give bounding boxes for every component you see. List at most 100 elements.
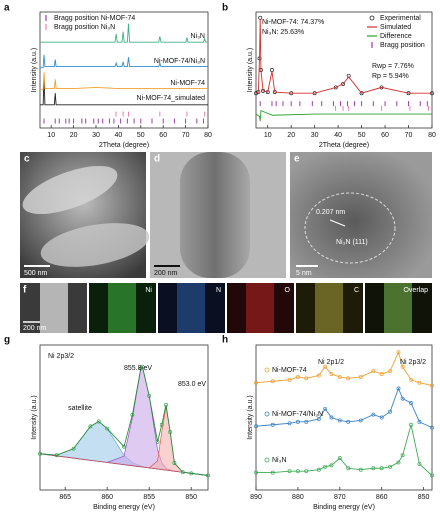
image-label: 0.207 nm bbox=[316, 209, 345, 216]
channel-label: O bbox=[285, 287, 291, 294]
series-line bbox=[256, 424, 433, 476]
data-point bbox=[388, 464, 393, 469]
legend-label: Experimental bbox=[380, 15, 421, 22]
scale-label: 200 nm bbox=[154, 270, 178, 277]
channel-label: N bbox=[216, 287, 221, 294]
legend-marker bbox=[264, 457, 270, 463]
data-point bbox=[287, 421, 292, 426]
data-point bbox=[270, 422, 275, 427]
series-line bbox=[255, 350, 433, 387]
series-line bbox=[40, 54, 208, 69]
x-tick-label: 870 bbox=[334, 494, 346, 501]
data-point bbox=[346, 376, 351, 381]
scale-label: 500 nm bbox=[24, 270, 48, 277]
legend-marker bbox=[264, 367, 270, 373]
channel-label: C bbox=[354, 287, 359, 294]
x-tick-label: 40 bbox=[115, 132, 123, 139]
data-point bbox=[358, 374, 363, 379]
data-point bbox=[358, 467, 363, 472]
data-point bbox=[96, 419, 101, 424]
annotation: Rp = 5.94% bbox=[372, 73, 409, 80]
data-point bbox=[323, 464, 328, 469]
series-line bbox=[40, 72, 208, 91]
panel-letter: e bbox=[294, 154, 300, 165]
series-label: Ni-MOF-74/Ni₃N bbox=[272, 411, 323, 418]
legend-label: Bragg position Ni-MOF-74 bbox=[54, 15, 135, 22]
x-tick-label: 50 bbox=[137, 132, 145, 139]
series-label: Ni-MOF-74 bbox=[272, 367, 307, 374]
series-label: Ni-MOF-74/Ni₃N bbox=[154, 58, 205, 65]
x-tick-label: 860 bbox=[101, 494, 113, 501]
data-point bbox=[295, 419, 300, 424]
x-tick-label: 60 bbox=[381, 132, 389, 139]
channel-label: Overlap bbox=[403, 287, 428, 294]
data-point bbox=[337, 456, 342, 461]
data-point bbox=[254, 380, 258, 385]
legend-marker bbox=[369, 15, 375, 21]
data-point bbox=[371, 412, 376, 417]
data-point bbox=[396, 350, 401, 355]
data-point bbox=[409, 401, 413, 405]
series-label: Ni-MOF-74 bbox=[170, 80, 205, 87]
channel-label: Ni bbox=[145, 287, 152, 294]
x-tick-label: 80 bbox=[204, 132, 212, 139]
data-point bbox=[105, 426, 110, 431]
data-point bbox=[295, 374, 300, 379]
x-tick-label: 10 bbox=[47, 132, 55, 139]
data-point bbox=[329, 463, 334, 468]
panel-letter: f bbox=[23, 285, 27, 296]
map-signal bbox=[384, 283, 412, 333]
annotation: Ni 2p3/2 bbox=[48, 353, 74, 360]
x-tick-label: 50 bbox=[358, 132, 366, 139]
panel-letter: b bbox=[222, 3, 228, 14]
x-axis-title: 2Theta (degree) bbox=[319, 142, 369, 149]
scale-label: 200 nm bbox=[23, 325, 47, 332]
x-tick-label: 850 bbox=[185, 494, 197, 501]
hrtem-image bbox=[290, 152, 432, 278]
series-line bbox=[40, 76, 208, 106]
data-point bbox=[316, 467, 321, 472]
series-label: Ni₃N bbox=[272, 457, 287, 464]
x-tick-label: 20 bbox=[287, 132, 295, 139]
arrow bbox=[329, 219, 346, 227]
data-point bbox=[323, 406, 328, 411]
x-tick-label: 890 bbox=[250, 494, 262, 501]
map-signal bbox=[246, 283, 274, 333]
legend-label: Bragg position bbox=[380, 42, 425, 49]
data-point bbox=[337, 374, 342, 379]
data-point bbox=[71, 446, 76, 451]
map-signal bbox=[315, 283, 343, 333]
x-tick-label: 80 bbox=[428, 132, 436, 139]
data-point bbox=[371, 466, 376, 471]
data-point bbox=[304, 469, 309, 474]
data-point bbox=[346, 419, 351, 424]
data-point bbox=[400, 396, 405, 401]
series-line bbox=[255, 387, 433, 429]
data-point bbox=[346, 466, 351, 471]
data-point bbox=[341, 81, 346, 86]
plot-frame bbox=[39, 344, 209, 491]
plot-frame bbox=[255, 11, 433, 129]
panel-letter: d bbox=[154, 154, 160, 165]
data-point bbox=[316, 417, 321, 421]
annotation: Ni₃N: 25.63% bbox=[262, 29, 304, 36]
image-label: Ni₃N (111) bbox=[336, 239, 368, 246]
map-signal bbox=[177, 283, 205, 333]
x-tick-label: 10 bbox=[264, 132, 272, 139]
data-point bbox=[417, 380, 422, 385]
particle bbox=[40, 223, 150, 267]
map-signal bbox=[108, 283, 136, 333]
x-tick-label: 70 bbox=[182, 132, 190, 139]
legend-label: Simulated bbox=[380, 24, 411, 31]
x-tick-label: 70 bbox=[405, 132, 413, 139]
data-point bbox=[270, 470, 275, 475]
legend-label: Difference bbox=[380, 33, 412, 40]
x-tick-label: 20 bbox=[70, 132, 78, 139]
data-point bbox=[396, 386, 401, 391]
series-label: 855.8 eV bbox=[124, 365, 152, 372]
series-label: 853.0 eV bbox=[178, 381, 206, 388]
x-tick-label: 850 bbox=[418, 494, 430, 501]
data-point bbox=[430, 425, 434, 430]
y-axis-title: Intensity (a.u.) bbox=[31, 48, 38, 92]
